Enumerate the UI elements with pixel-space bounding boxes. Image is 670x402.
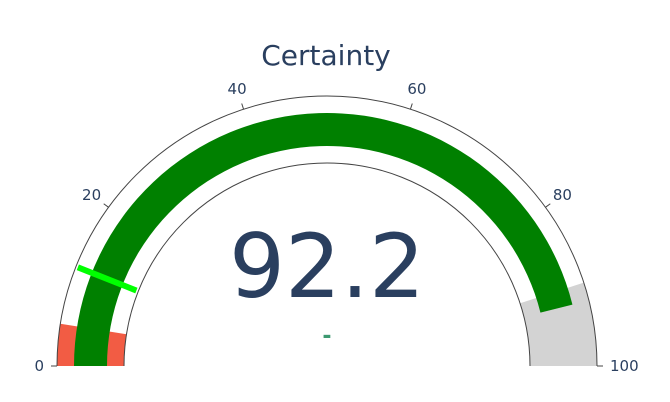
gauge-tick-label: 20 [82, 186, 101, 204]
gauge-tick-label: 80 [553, 186, 572, 204]
gauge-tick-label: 40 [228, 80, 247, 98]
gauge-tick-mark [241, 103, 245, 110]
gauge-tick-mark [103, 203, 109, 208]
gauge-delta: - [322, 324, 331, 349]
chart-title: Certainty [261, 39, 391, 72]
gauge-inner-border [123, 162, 531, 367]
gauge-tick-label: 60 [407, 80, 426, 98]
gauge-outer-border [56, 95, 598, 367]
gauge-tick-mark [409, 103, 413, 110]
gauge-ticks: 0 20 40 60 80 100 [34, 80, 638, 375]
gauge-bar [74, 113, 573, 366]
gauge-threshold [76, 264, 138, 294]
gauge-tick-label: 0 [34, 357, 44, 375]
gauge-threshold-group [76, 264, 138, 294]
gauge-outline [56, 95, 598, 367]
gauge-value: 92.2 [229, 215, 425, 318]
gauge-tick-label: 100 [610, 357, 639, 375]
gauge-tick-mark [545, 203, 551, 208]
gauge-bar-group [74, 113, 573, 366]
